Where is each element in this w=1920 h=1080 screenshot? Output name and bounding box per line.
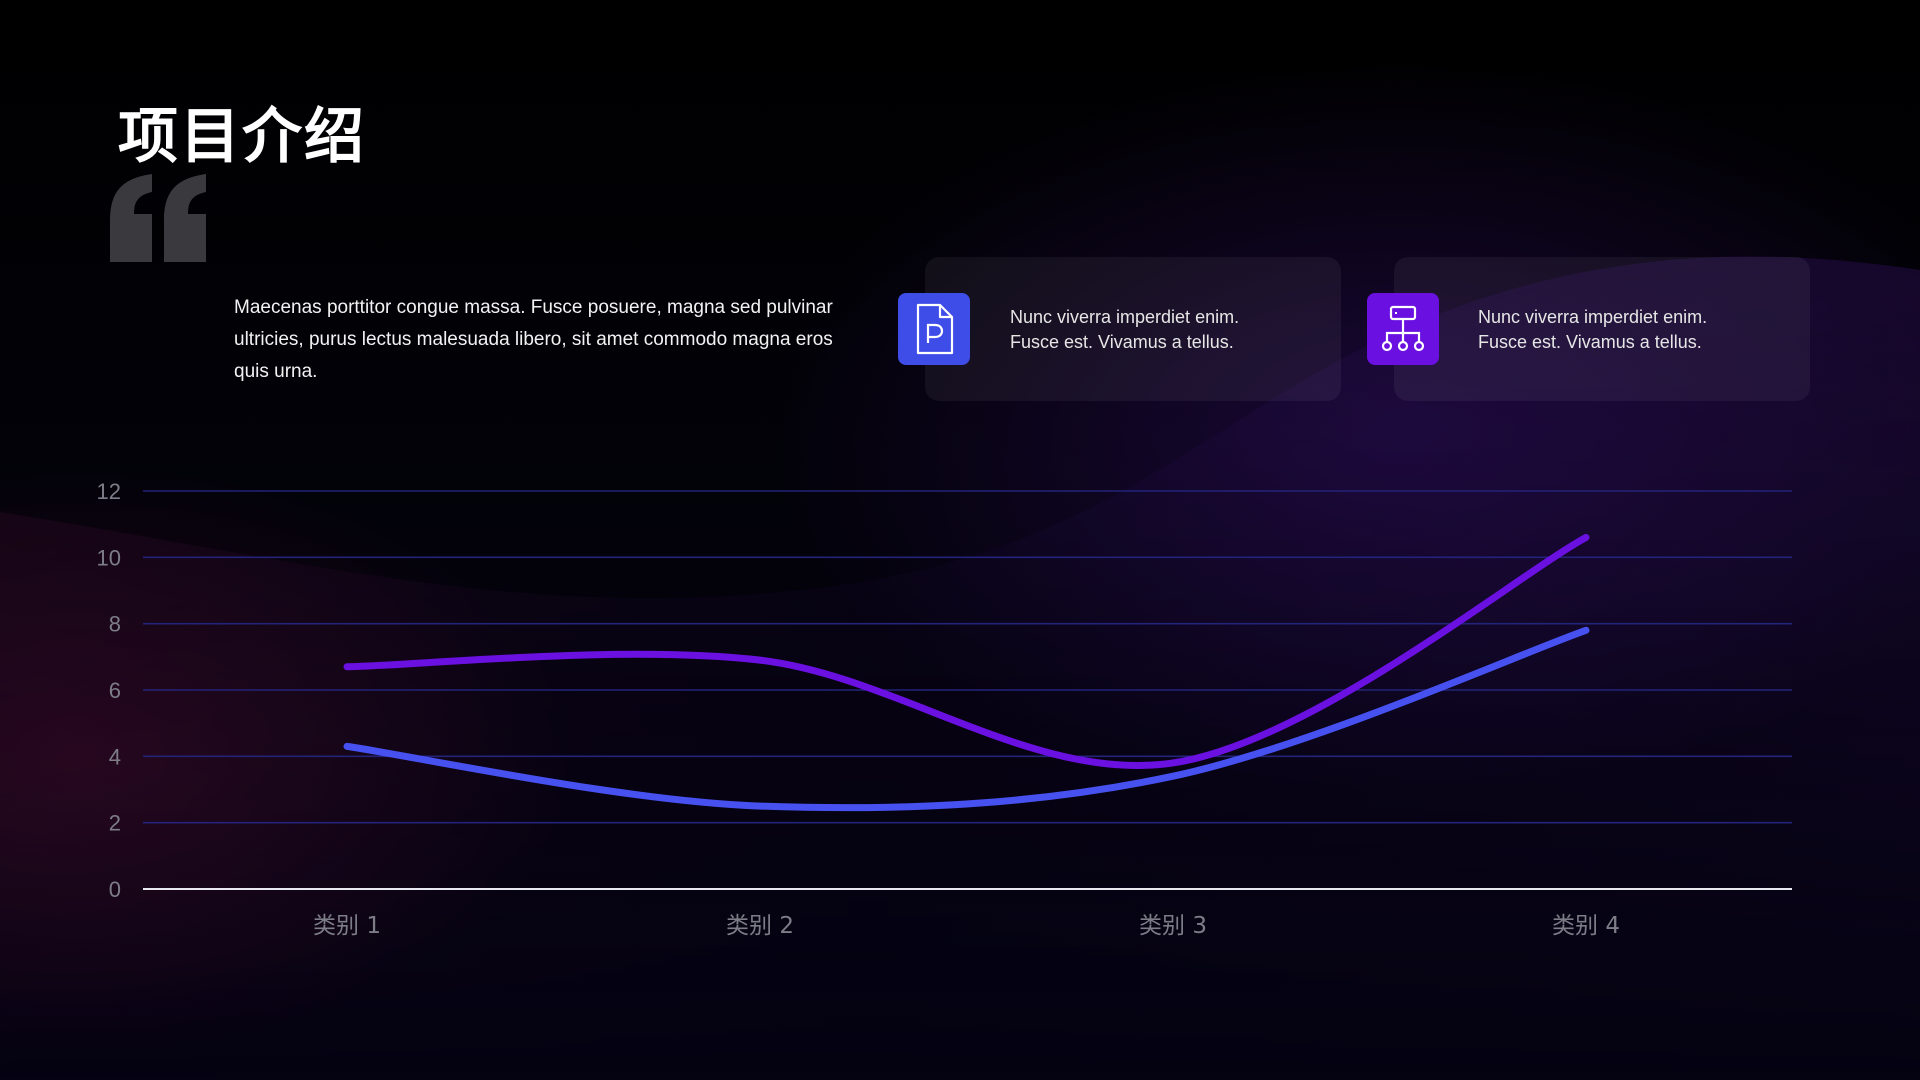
- y-tick-label: 10: [97, 545, 121, 570]
- y-tick-label: 6: [109, 678, 121, 703]
- card-1-text: Nunc viverra imperdiet enim. Fusce est. …: [1010, 305, 1310, 355]
- series-line-1: [343, 533, 1590, 770]
- y-tick-label: 2: [109, 811, 121, 836]
- org-chart-icon: [1367, 293, 1439, 365]
- y-tick-label: 0: [109, 877, 121, 902]
- info-card-1: [925, 257, 1341, 401]
- quote-mark-icon: [110, 174, 206, 262]
- series-line-2: [343, 626, 1590, 812]
- page-title: 项目介绍: [118, 102, 366, 172]
- card-1-line-2: Fusce est. Vivamus a tellus.: [1010, 332, 1234, 352]
- x-tick-label: 类别 2: [726, 913, 794, 939]
- card-1-line-1: Nunc viverra imperdiet enim.: [1010, 307, 1240, 327]
- intro-paragraph: Maecenas porttitor congue massa. Fusce p…: [234, 297, 833, 382]
- x-tick-label: 类别 1: [313, 913, 381, 939]
- card-2-text: Nunc viverra imperdiet enim. Fusce est. …: [1478, 305, 1778, 355]
- card-2-line-1: Nunc viverra imperdiet enim.: [1478, 307, 1708, 327]
- y-tick-label: 4: [109, 744, 121, 769]
- x-tick-label: 类别 4: [1552, 913, 1620, 939]
- x-tick-label: 类别 3: [1139, 913, 1207, 939]
- card-2-line-2: Fusce est. Vivamus a tellus.: [1478, 332, 1702, 352]
- y-tick-label: 12: [97, 479, 121, 504]
- document-p-icon: [898, 293, 970, 365]
- y-tick-label: 8: [109, 612, 121, 637]
- info-card-2: [1394, 257, 1810, 401]
